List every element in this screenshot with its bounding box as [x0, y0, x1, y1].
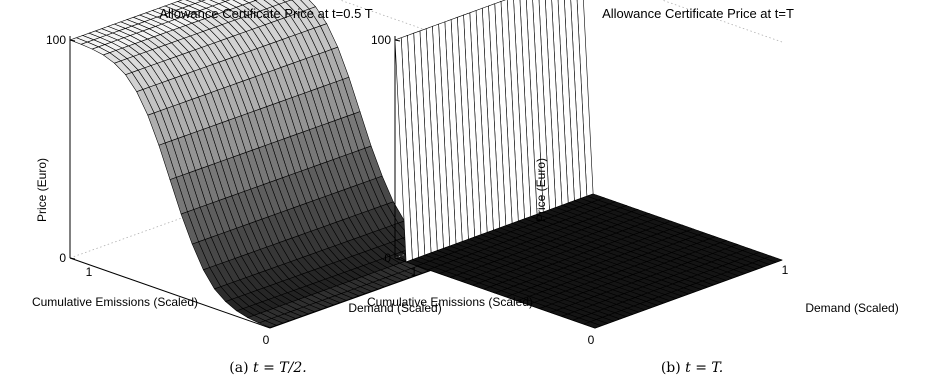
figure-caption: (a) t = T/2.	[229, 360, 306, 376]
z-tick-label: 100	[46, 33, 66, 47]
x-axis-label: Demand (Scaled)	[805, 301, 898, 315]
figure-caption: (b) t = T.	[661, 360, 723, 376]
z-tick-label: 100	[371, 33, 391, 47]
chart-title: Allowance Certificate Price at t=0.5 T	[159, 6, 372, 21]
z-axis-label: Price (Euro)	[534, 158, 548, 222]
caption-prefix: (b)	[661, 360, 685, 376]
panel-a: 0 100 0 1 1 Allowance Certificate Price at t=…	[32, 0, 467, 376]
y-axis-line	[69, 257, 271, 329]
surface-cell	[258, 320, 278, 328]
x-axis-line	[269, 259, 461, 329]
caption-math: t = T/2.	[253, 360, 307, 376]
caption-math: t = T.	[685, 360, 723, 376]
z-tick-label: 0	[59, 251, 66, 265]
panel-b: 0 100 0 1 1 Allowance Certificate Price at t=…	[367, 0, 899, 376]
z-tick-mark	[394, 257, 401, 260]
surface-cell	[582, 321, 603, 329]
y-axis-label: Cumulative Emissions (Scaled)	[32, 295, 198, 309]
z-tick-mark	[394, 39, 401, 42]
x-tick-label: 0	[263, 333, 270, 347]
y-tick-label: 1	[86, 265, 93, 279]
caption-prefix: (a)	[229, 360, 253, 376]
y-axis-label: Cumulative Emissions (Scaled)	[367, 295, 533, 309]
y-tick-label: 1	[411, 265, 418, 279]
x-axis-label: Demand (Scaled)	[348, 301, 441, 315]
z-tick-mark	[69, 39, 76, 42]
z-tick-mark	[69, 257, 76, 260]
x-tick-label: 0	[588, 333, 595, 347]
chart-title: Allowance Certificate Price at t=T	[602, 6, 794, 21]
z-axis-label: Price (Euro)	[35, 158, 49, 222]
x-tick-label: 1	[782, 263, 789, 277]
z-tick-label: 0	[384, 251, 391, 265]
